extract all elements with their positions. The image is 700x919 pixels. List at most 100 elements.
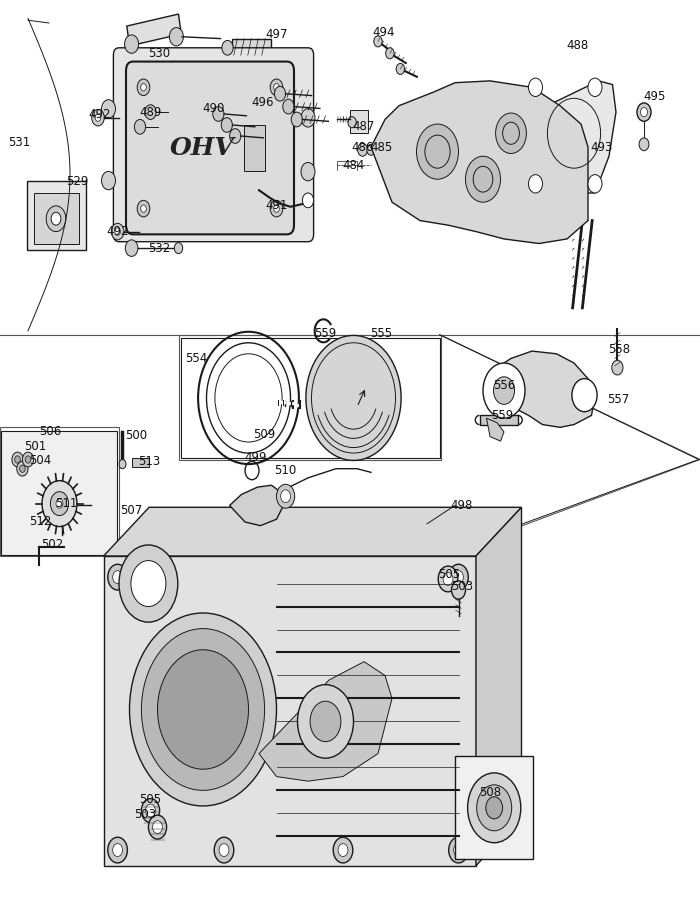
Circle shape [494,377,514,404]
Circle shape [588,78,602,96]
Text: 494: 494 [372,26,395,39]
Text: 490: 490 [202,102,225,115]
Text: 489: 489 [139,106,162,119]
Circle shape [473,166,493,192]
Circle shape [270,79,283,96]
Text: 505: 505 [139,793,162,806]
Circle shape [137,200,150,217]
Circle shape [302,193,314,208]
Circle shape [119,545,178,622]
Circle shape [274,205,279,212]
Text: 492: 492 [89,108,111,121]
Bar [0,427,119,556]
Circle shape [141,84,146,91]
Text: 512: 512 [29,516,52,528]
Circle shape [449,837,468,863]
Circle shape [483,363,525,418]
FancyBboxPatch shape [113,48,314,242]
FancyBboxPatch shape [126,62,294,234]
Bar [34,193,79,244]
Circle shape [17,461,28,476]
Circle shape [274,84,279,91]
Circle shape [141,629,265,790]
Circle shape [51,212,61,225]
Circle shape [25,456,31,463]
Circle shape [146,804,155,817]
Polygon shape [371,81,588,244]
Text: 507: 507 [120,504,143,516]
Text: 484: 484 [342,159,365,172]
Circle shape [134,119,146,134]
Text: 532: 532 [148,242,171,255]
Text: 501: 501 [24,440,46,453]
Circle shape [158,650,248,769]
Text: 509: 509 [253,428,276,441]
Circle shape [221,118,232,132]
Text: 502: 502 [41,538,64,550]
Circle shape [301,108,315,127]
Bar [181,338,440,458]
Circle shape [640,108,648,117]
Text: 485: 485 [370,141,393,153]
Circle shape [111,223,124,240]
Text: OHV: OHV [170,136,234,160]
Circle shape [148,815,167,839]
Circle shape [386,48,394,59]
Circle shape [64,494,73,505]
Circle shape [230,129,241,143]
Circle shape [108,837,127,863]
Circle shape [637,103,651,121]
Text: 498: 498 [451,499,473,512]
Circle shape [588,175,602,193]
Circle shape [281,490,290,503]
Bar [27,181,86,250]
Circle shape [141,799,160,823]
Circle shape [443,573,453,585]
Circle shape [396,63,405,74]
Text: 491: 491 [265,199,288,212]
Text: 503: 503 [451,580,473,593]
Circle shape [358,143,368,156]
Circle shape [452,581,466,599]
Circle shape [115,228,120,235]
Circle shape [276,484,295,508]
Circle shape [528,175,542,193]
Circle shape [56,499,63,508]
Circle shape [92,109,104,126]
Bar [350,110,368,133]
Circle shape [291,112,302,127]
Circle shape [496,113,526,153]
Text: 556: 556 [493,380,515,392]
Polygon shape [480,415,518,425]
Text: 510: 510 [274,464,297,477]
Circle shape [95,114,101,121]
Circle shape [367,144,375,155]
Polygon shape [490,351,595,427]
Circle shape [141,205,146,212]
Polygon shape [230,485,284,526]
Text: 505: 505 [438,568,461,581]
Circle shape [119,460,126,469]
Polygon shape [104,507,522,556]
Circle shape [449,564,468,590]
Circle shape [301,163,315,181]
Text: 511: 511 [55,497,78,510]
Text: 492: 492 [106,225,129,238]
Circle shape [454,571,463,584]
Circle shape [219,844,229,857]
Text: 499: 499 [244,451,267,464]
Circle shape [528,78,542,96]
Bar [127,14,181,46]
Circle shape [153,821,162,834]
Text: 496: 496 [251,96,274,109]
Text: 503: 503 [134,808,156,821]
Bar [232,39,271,55]
Text: 487: 487 [353,120,375,133]
Circle shape [338,844,348,857]
Circle shape [425,135,450,168]
Circle shape [270,200,283,217]
Bar [455,756,533,859]
Text: 555: 555 [370,327,393,340]
Text: 493: 493 [591,141,613,153]
Text: 508: 508 [479,786,501,799]
